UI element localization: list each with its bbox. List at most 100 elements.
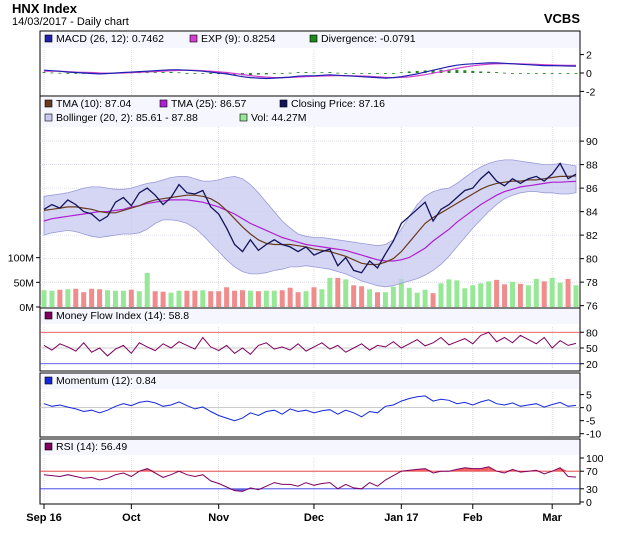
divergence-bar: [447, 69, 451, 73]
x-tick-label: Oct: [122, 512, 141, 524]
price-tick-label: 78: [586, 277, 598, 289]
volume-bar: [65, 289, 71, 307]
money-flow-tick-label: 50: [586, 343, 598, 355]
volume-bar: [247, 290, 253, 307]
macd-legend-swatch: [309, 34, 318, 43]
divergence-bar: [280, 73, 284, 74]
price-legend-swatch: [44, 113, 53, 122]
volume-bar: [208, 291, 214, 307]
money-flow-legend-bg: [41, 309, 579, 324]
divergence-bar: [495, 72, 499, 73]
divergence-bar: [526, 73, 530, 74]
volume-bar: [200, 290, 206, 307]
volume-bar: [73, 288, 79, 307]
volume-bar: [470, 285, 476, 307]
money-flow-legend-swatch: [44, 311, 53, 320]
volume-bar: [279, 290, 285, 307]
divergence-bar: [336, 72, 340, 74]
volume-bar: [398, 278, 404, 307]
divergence-bar: [201, 73, 205, 74]
volume-bar: [81, 292, 87, 307]
volume-bar: [557, 282, 563, 307]
volume-bar: [494, 279, 500, 307]
divergence-bar: [74, 73, 78, 74]
price-legend-label: Closing Price: 87.16: [291, 98, 385, 110]
price-legend-label: TMA (10): 87.04: [56, 98, 131, 110]
volume-bar: [390, 286, 396, 307]
divergence-bar: [209, 73, 213, 74]
divergence-bar: [58, 72, 62, 74]
divergence-bar: [471, 70, 475, 73]
divergence-bar: [415, 70, 419, 73]
rsi-legend-bg: [41, 440, 579, 455]
volume-bar: [89, 288, 95, 307]
volume-bar: [287, 287, 293, 307]
momentum-legend-bg: [41, 374, 579, 389]
divergence-bar: [503, 72, 507, 74]
price-tick-label: 90: [586, 136, 598, 148]
divergence-bar: [431, 70, 435, 73]
volume-bar: [367, 289, 373, 307]
divergence-bar: [177, 72, 181, 74]
volume-bar: [263, 290, 269, 307]
volume-bar: [232, 290, 238, 307]
volume-bar: [517, 283, 523, 307]
momentum-line: [43, 395, 577, 422]
divergence-bar: [320, 72, 324, 74]
divergence-bar: [391, 73, 395, 74]
x-tick-label: Feb: [463, 512, 483, 524]
volume-bar: [359, 286, 365, 307]
divergence-bar: [352, 73, 356, 74]
macd-legend-label: MACD (26, 12): 0.7462: [56, 33, 164, 45]
volume-bar: [502, 284, 508, 307]
momentum-tick-label: -10: [586, 429, 601, 441]
divergence-bar: [487, 71, 491, 73]
divergence-bar: [256, 73, 260, 75]
divergence-bar: [375, 73, 379, 74]
volume-bar: [255, 291, 261, 307]
rsi-overbought-fill: [425, 468, 434, 472]
divergence-bar: [50, 72, 54, 74]
volume-bar: [319, 289, 325, 307]
momentum-tick-label: 0: [586, 403, 592, 415]
money-flow-legend-label: Money Flow Index (14): 58.8: [56, 310, 189, 322]
divergence-bar: [558, 73, 562, 74]
volume-bar: [565, 278, 571, 307]
macd-legend-label: Divergence: -0.0791: [321, 33, 416, 45]
chart-title: HNX Index: [12, 1, 78, 16]
rsi-legend-label: RSI (14): 56.49: [56, 441, 127, 453]
divergence-bar: [574, 73, 578, 74]
money-flow-tick-label: 20: [586, 359, 598, 371]
volume-bar: [192, 290, 198, 307]
divergence-bar: [161, 72, 165, 73]
divergence-bar: [566, 73, 570, 74]
volume-bar: [224, 287, 230, 307]
divergence-bar: [383, 73, 387, 74]
volume-bar: [351, 285, 357, 307]
volume-bar: [438, 283, 444, 307]
price-legend-swatch: [279, 99, 288, 108]
divergence-bar: [463, 70, 467, 73]
volume-bar: [57, 289, 63, 307]
divergence-bar: [518, 73, 522, 74]
volume-bar: [303, 291, 309, 307]
momentum-tick-label: 5: [586, 390, 592, 402]
divergence-bar: [264, 73, 268, 75]
macd-legend-swatch: [44, 34, 53, 43]
rsi-tick-label: 70: [586, 466, 598, 478]
divergence-bar: [407, 71, 411, 73]
momentum-tick-label: -5: [586, 416, 595, 428]
volume-bar: [533, 278, 539, 307]
volume-bar: [216, 291, 222, 307]
tma10-line: [43, 175, 577, 266]
divergence-bar: [328, 72, 332, 73]
volume-bar: [176, 290, 182, 307]
volume-bar: [41, 290, 47, 307]
price-legend-label: Vol: 44.27M: [251, 112, 306, 124]
divergence-bar: [248, 73, 252, 76]
divergence-bar: [550, 73, 554, 74]
price-tick-label: 76: [586, 301, 598, 313]
volume-bar: [97, 289, 103, 307]
volume-bar: [541, 281, 547, 307]
